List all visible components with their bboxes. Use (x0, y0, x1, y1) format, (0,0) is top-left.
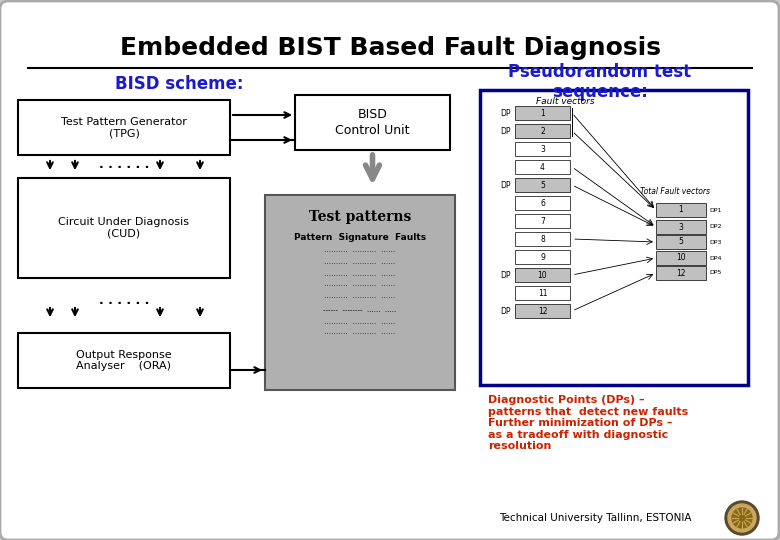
Bar (656, 251, 706, 265)
Text: BISD
Control Unit: BISD Control Unit (335, 109, 410, 137)
Text: 1: 1 (679, 206, 683, 214)
Text: ..........  ..........  ......: .......... .......... ...... (324, 316, 395, 326)
Bar (18, 100, 230, 155)
Text: 3: 3 (540, 145, 545, 153)
Bar (515, 160, 570, 174)
Text: Test Pattern Generator
(TPG): Test Pattern Generator (TPG) (61, 117, 187, 138)
Text: 5: 5 (540, 180, 545, 190)
Bar (515, 268, 570, 282)
Bar (295, 95, 450, 150)
Circle shape (732, 508, 752, 528)
Text: DP: DP (501, 180, 511, 190)
Text: DP: DP (501, 126, 511, 136)
Text: Total Fault vectors: Total Fault vectors (640, 187, 710, 197)
Bar (515, 124, 570, 138)
Text: 6: 6 (540, 199, 545, 207)
Circle shape (728, 504, 756, 532)
Bar (515, 232, 570, 246)
Bar (515, 286, 570, 300)
Text: Output Response
Analyser    (ORA): Output Response Analyser (ORA) (76, 350, 172, 372)
Text: ..........  ..........  ......: .......... .......... ...... (324, 246, 395, 254)
Text: 12: 12 (537, 307, 548, 315)
Text: 12: 12 (676, 268, 686, 278)
Text: DP1: DP1 (709, 207, 722, 213)
Text: 10: 10 (676, 253, 686, 262)
Bar (515, 250, 570, 264)
Text: Circuit Under Diagnosis
(CUD): Circuit Under Diagnosis (CUD) (58, 217, 190, 239)
Text: 8: 8 (540, 234, 545, 244)
Text: DP3: DP3 (709, 240, 722, 245)
Text: DP4: DP4 (709, 255, 722, 260)
Text: 1: 1 (540, 109, 545, 118)
Circle shape (725, 501, 759, 535)
Bar (18, 178, 230, 278)
Text: ..........  ..........  ......: .......... .......... ...... (324, 268, 395, 278)
Bar (515, 214, 570, 228)
Text: 2: 2 (540, 126, 545, 136)
Bar (515, 304, 570, 318)
Text: ------  --------  ......  .....: ------ -------- ...... ..... (324, 307, 396, 313)
Text: DP: DP (501, 271, 511, 280)
Text: 10: 10 (537, 271, 548, 280)
Text: Test patterns: Test patterns (309, 210, 411, 224)
Bar (18, 333, 230, 388)
Bar (515, 178, 570, 192)
Text: ..........  ..........  ......: .......... .......... ...... (324, 258, 395, 267)
Text: 5: 5 (679, 238, 683, 246)
Text: . . . . . .: . . . . . . (99, 294, 149, 307)
Text: 11: 11 (537, 288, 548, 298)
Bar (515, 196, 570, 210)
Text: DP: DP (501, 307, 511, 315)
Text: BISD scheme:: BISD scheme: (115, 75, 243, 93)
Text: 4: 4 (540, 163, 545, 172)
Bar (515, 142, 570, 156)
Bar (656, 220, 706, 234)
Text: Technical University Tallinn, ESTONIA: Technical University Tallinn, ESTONIA (498, 513, 691, 523)
Text: ..........  ..........  ......: .......... .......... ...... (324, 280, 395, 288)
Text: Fault vectors: Fault vectors (536, 98, 594, 106)
Text: . . . . . .: . . . . . . (99, 159, 149, 172)
Bar (515, 106, 570, 120)
Bar (656, 203, 706, 217)
Bar (265, 195, 455, 390)
Text: Pseudorandom test
sequence:: Pseudorandom test sequence: (509, 63, 692, 102)
Text: DP: DP (501, 109, 511, 118)
Text: 3: 3 (679, 222, 683, 232)
Bar (656, 235, 706, 249)
Bar (480, 90, 748, 385)
Text: Diagnostic Points (DPs) –
patterns that  detect new faults
Further minimization : Diagnostic Points (DPs) – patterns that … (488, 395, 688, 451)
Text: ..........  ..........  ......: .......... .......... ...... (324, 291, 395, 300)
Text: DP5: DP5 (709, 271, 722, 275)
Text: DP2: DP2 (709, 225, 722, 230)
Text: ..........  ..........  ......: .......... .......... ...... (324, 327, 395, 336)
Text: Pattern  Signature  Faults: Pattern Signature Faults (294, 233, 426, 241)
Text: 9: 9 (540, 253, 545, 261)
Bar (656, 266, 706, 280)
Text: 7: 7 (540, 217, 545, 226)
Text: Embedded BIST Based Fault Diagnosis: Embedded BIST Based Fault Diagnosis (119, 36, 661, 60)
